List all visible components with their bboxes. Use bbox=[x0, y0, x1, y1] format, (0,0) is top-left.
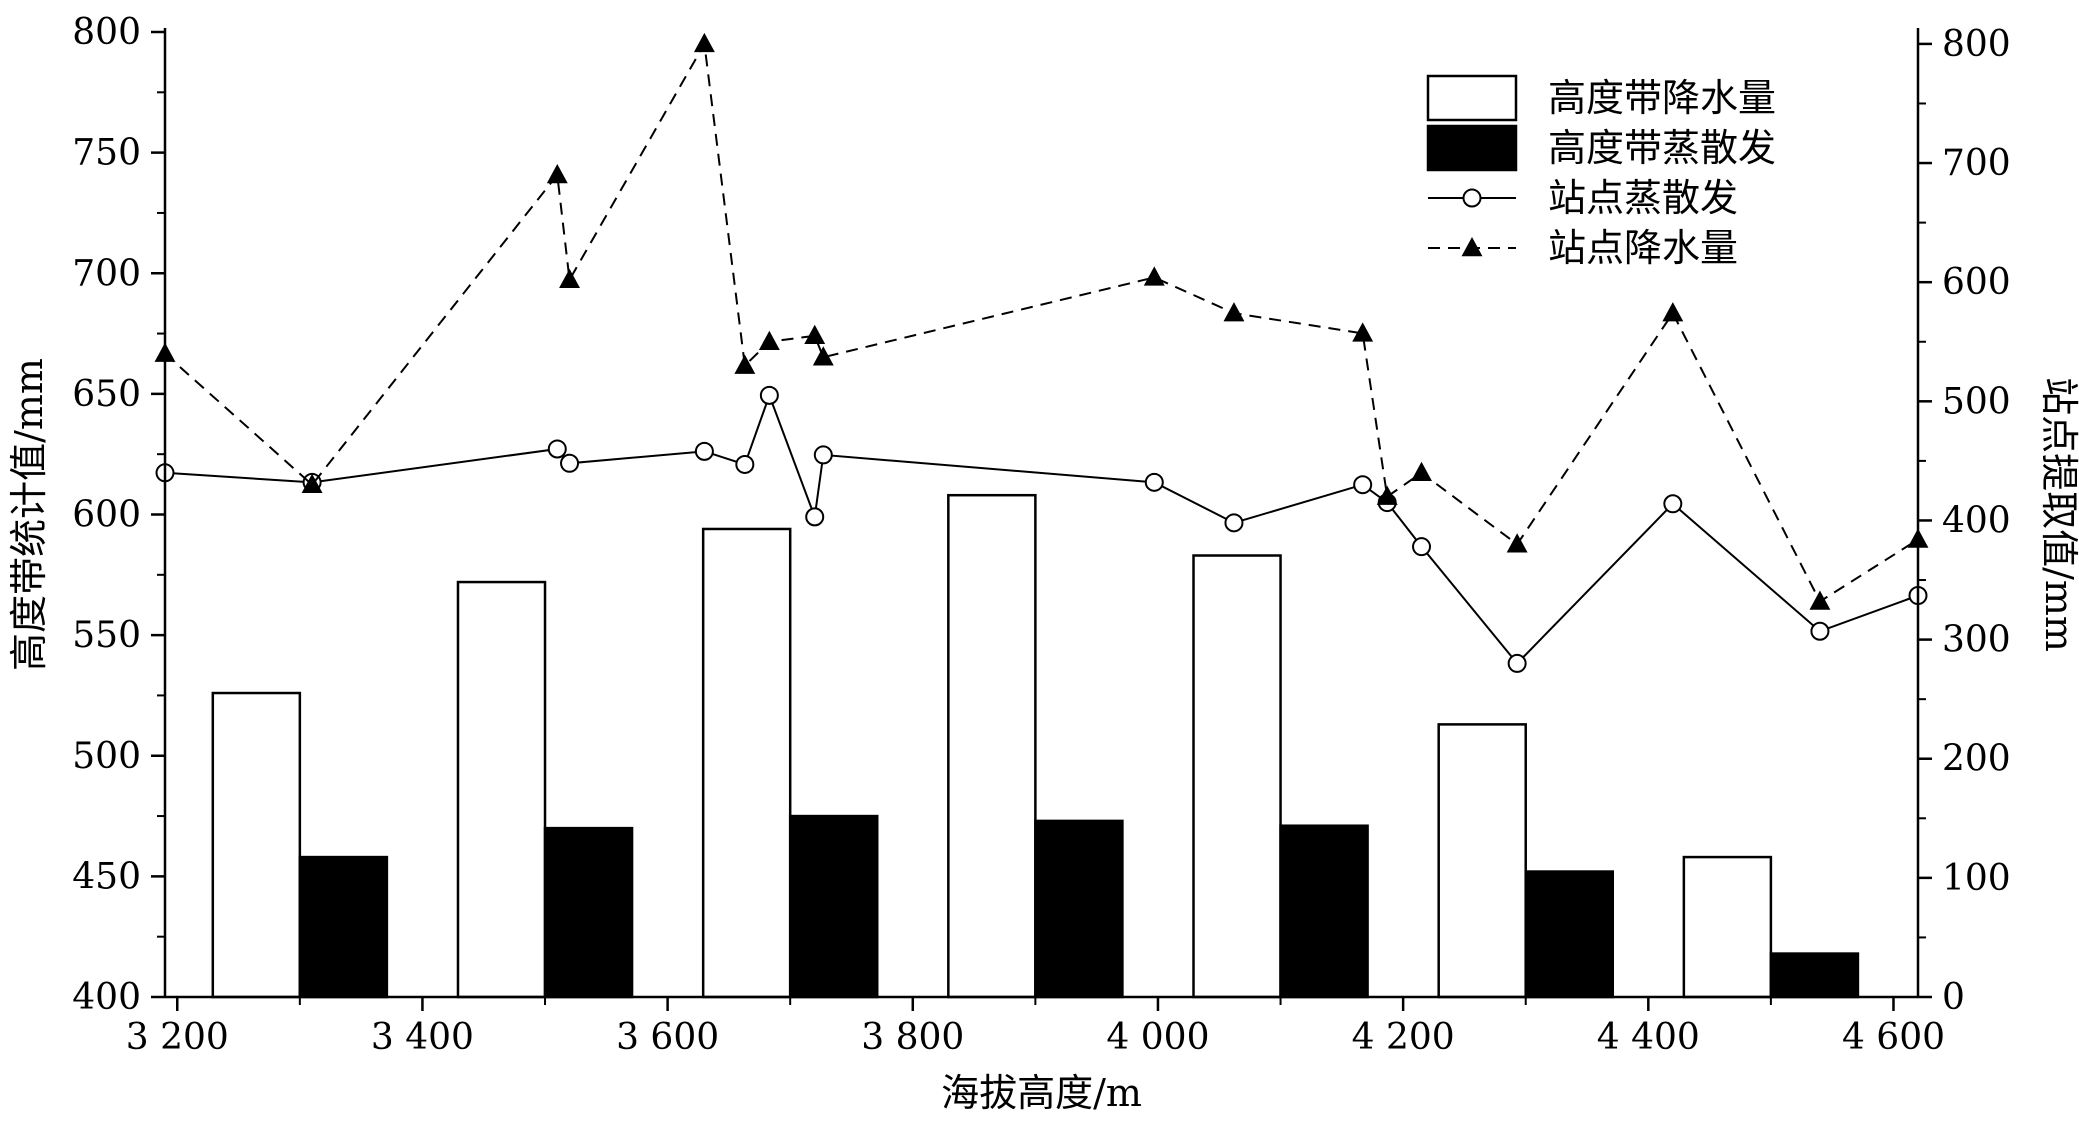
legend-label-et-bar: 高度带蒸散发 bbox=[1548, 126, 1776, 170]
site-precip-point-1 bbox=[301, 473, 323, 493]
site-et-point-10 bbox=[1224, 513, 1244, 533]
precip-bar-1 bbox=[456, 580, 547, 999]
y-right-tick-label: 500 bbox=[1942, 381, 2011, 422]
et-bar-6 bbox=[1769, 952, 1860, 999]
y-right-tick-label: 400 bbox=[1942, 500, 2011, 541]
bars-layer bbox=[211, 493, 1860, 999]
y-right-tick-label: 100 bbox=[1942, 858, 2011, 899]
site-et-point-4 bbox=[694, 441, 714, 461]
et-bar-2 bbox=[788, 814, 879, 999]
site-et-point-8 bbox=[813, 445, 833, 465]
site-et-point-14 bbox=[1507, 653, 1527, 673]
x-tick-label: 3 400 bbox=[371, 1017, 474, 1058]
et-bar-3 bbox=[1034, 819, 1124, 999]
site-et-point-16 bbox=[1810, 621, 1830, 641]
et-bar-0 bbox=[298, 855, 389, 999]
site-precip-point-9 bbox=[1143, 266, 1165, 286]
et-bar-5 bbox=[1524, 870, 1615, 999]
y-right-tick-label: 0 bbox=[1942, 977, 1965, 1018]
y-left-tick-label: 800 bbox=[72, 12, 141, 53]
site-precip-point-12 bbox=[1376, 485, 1398, 505]
axes-layer: 3 200 3 400 3 600 3 800 4 000 4 200 4 400 4 600… bbox=[7, 12, 2079, 1115]
y-right-tick-label: 300 bbox=[1942, 620, 2011, 661]
site-et-point-2 bbox=[547, 439, 567, 459]
legend-marker-site-et bbox=[1462, 188, 1482, 208]
legend-label-precip-bar: 高度带降水量 bbox=[1548, 76, 1776, 120]
precip-bar-4 bbox=[1192, 554, 1282, 999]
x-tick-label: 4 600 bbox=[1842, 1017, 1945, 1058]
et-bar-4 bbox=[1279, 824, 1369, 999]
y-right-tick-label: 200 bbox=[1942, 739, 2011, 780]
site-precip-point-15 bbox=[1662, 302, 1684, 322]
x-tick-label: 3 600 bbox=[616, 1017, 719, 1058]
y-right-tick-label: 600 bbox=[1942, 262, 2011, 303]
site-et-point-13 bbox=[1412, 537, 1432, 557]
x-tick-label: 4 200 bbox=[1352, 1017, 1455, 1058]
y-right-tick-label: 700 bbox=[1942, 143, 2011, 184]
precip-bar-6 bbox=[1682, 855, 1773, 999]
site-precip-point-14 bbox=[1506, 533, 1528, 553]
site-et-point-7 bbox=[805, 507, 825, 527]
x-tick-label: 4 400 bbox=[1597, 1017, 1700, 1058]
x-axis-title: 海拔高度/m bbox=[941, 1071, 1142, 1115]
x-tick-label: 3 200 bbox=[126, 1017, 229, 1058]
precip-bar-5 bbox=[1437, 723, 1527, 999]
y-left-tick-label: 400 bbox=[72, 977, 141, 1018]
lines-layer bbox=[154, 32, 1929, 673]
precip-bar-2 bbox=[701, 527, 792, 999]
site-et-point-5 bbox=[735, 454, 755, 474]
site-precip-point-11 bbox=[1352, 322, 1374, 342]
y-left-tick-label: 500 bbox=[72, 736, 141, 777]
site-precip-line bbox=[164, 40, 1919, 603]
legend-swatch-et-bar bbox=[1426, 124, 1518, 172]
y-left-tick-label: 550 bbox=[72, 615, 141, 656]
site-precip-point-5 bbox=[734, 354, 756, 374]
precip-bar-0 bbox=[211, 691, 302, 999]
site-et-point-3 bbox=[560, 453, 580, 473]
site-et-point-15 bbox=[1663, 494, 1683, 514]
site-precip-point-13 bbox=[1411, 461, 1432, 482]
site-precip-point-16 bbox=[1809, 590, 1831, 610]
x-tick-label: 4 000 bbox=[1106, 1017, 1209, 1058]
site-precip-point-3 bbox=[559, 268, 580, 289]
site-precip-point-7 bbox=[804, 324, 826, 345]
site-precip-point-6 bbox=[758, 330, 780, 351]
y-left-tick-label: 600 bbox=[72, 495, 141, 536]
y-left-tick-label: 450 bbox=[72, 856, 141, 897]
site-et-line bbox=[164, 392, 1919, 665]
et-bar-1 bbox=[543, 826, 634, 999]
site-et-point-11 bbox=[1353, 475, 1373, 495]
legend-swatch-precip-bar bbox=[1426, 74, 1518, 122]
y-left-tick-label: 750 bbox=[72, 133, 141, 174]
y-left-tick-label: 700 bbox=[72, 253, 141, 294]
precip-bar-3 bbox=[947, 493, 1037, 999]
site-precip-point-2 bbox=[546, 163, 568, 184]
site-precip-point-8 bbox=[812, 346, 834, 366]
legend-label-site-et: 站点蒸散发 bbox=[1548, 176, 1738, 220]
y-left-tick-label: 650 bbox=[72, 374, 141, 415]
y-right-tick-label: 800 bbox=[1942, 24, 2011, 65]
legend-marker-site-precip bbox=[1461, 237, 1483, 257]
legend-label-site-precip: 站点降水量 bbox=[1548, 226, 1738, 270]
y-right-axis-title: 站点提取值/mm bbox=[2037, 377, 2079, 652]
site-et-point-9 bbox=[1144, 472, 1164, 492]
y-left-axis-title: 高度带统计值/mm bbox=[7, 358, 51, 671]
site-precip-point-10 bbox=[1223, 302, 1245, 322]
site-et-point-6 bbox=[759, 385, 779, 405]
site-precip-point-4 bbox=[693, 32, 715, 53]
x-tick-label: 3 800 bbox=[861, 1017, 964, 1058]
